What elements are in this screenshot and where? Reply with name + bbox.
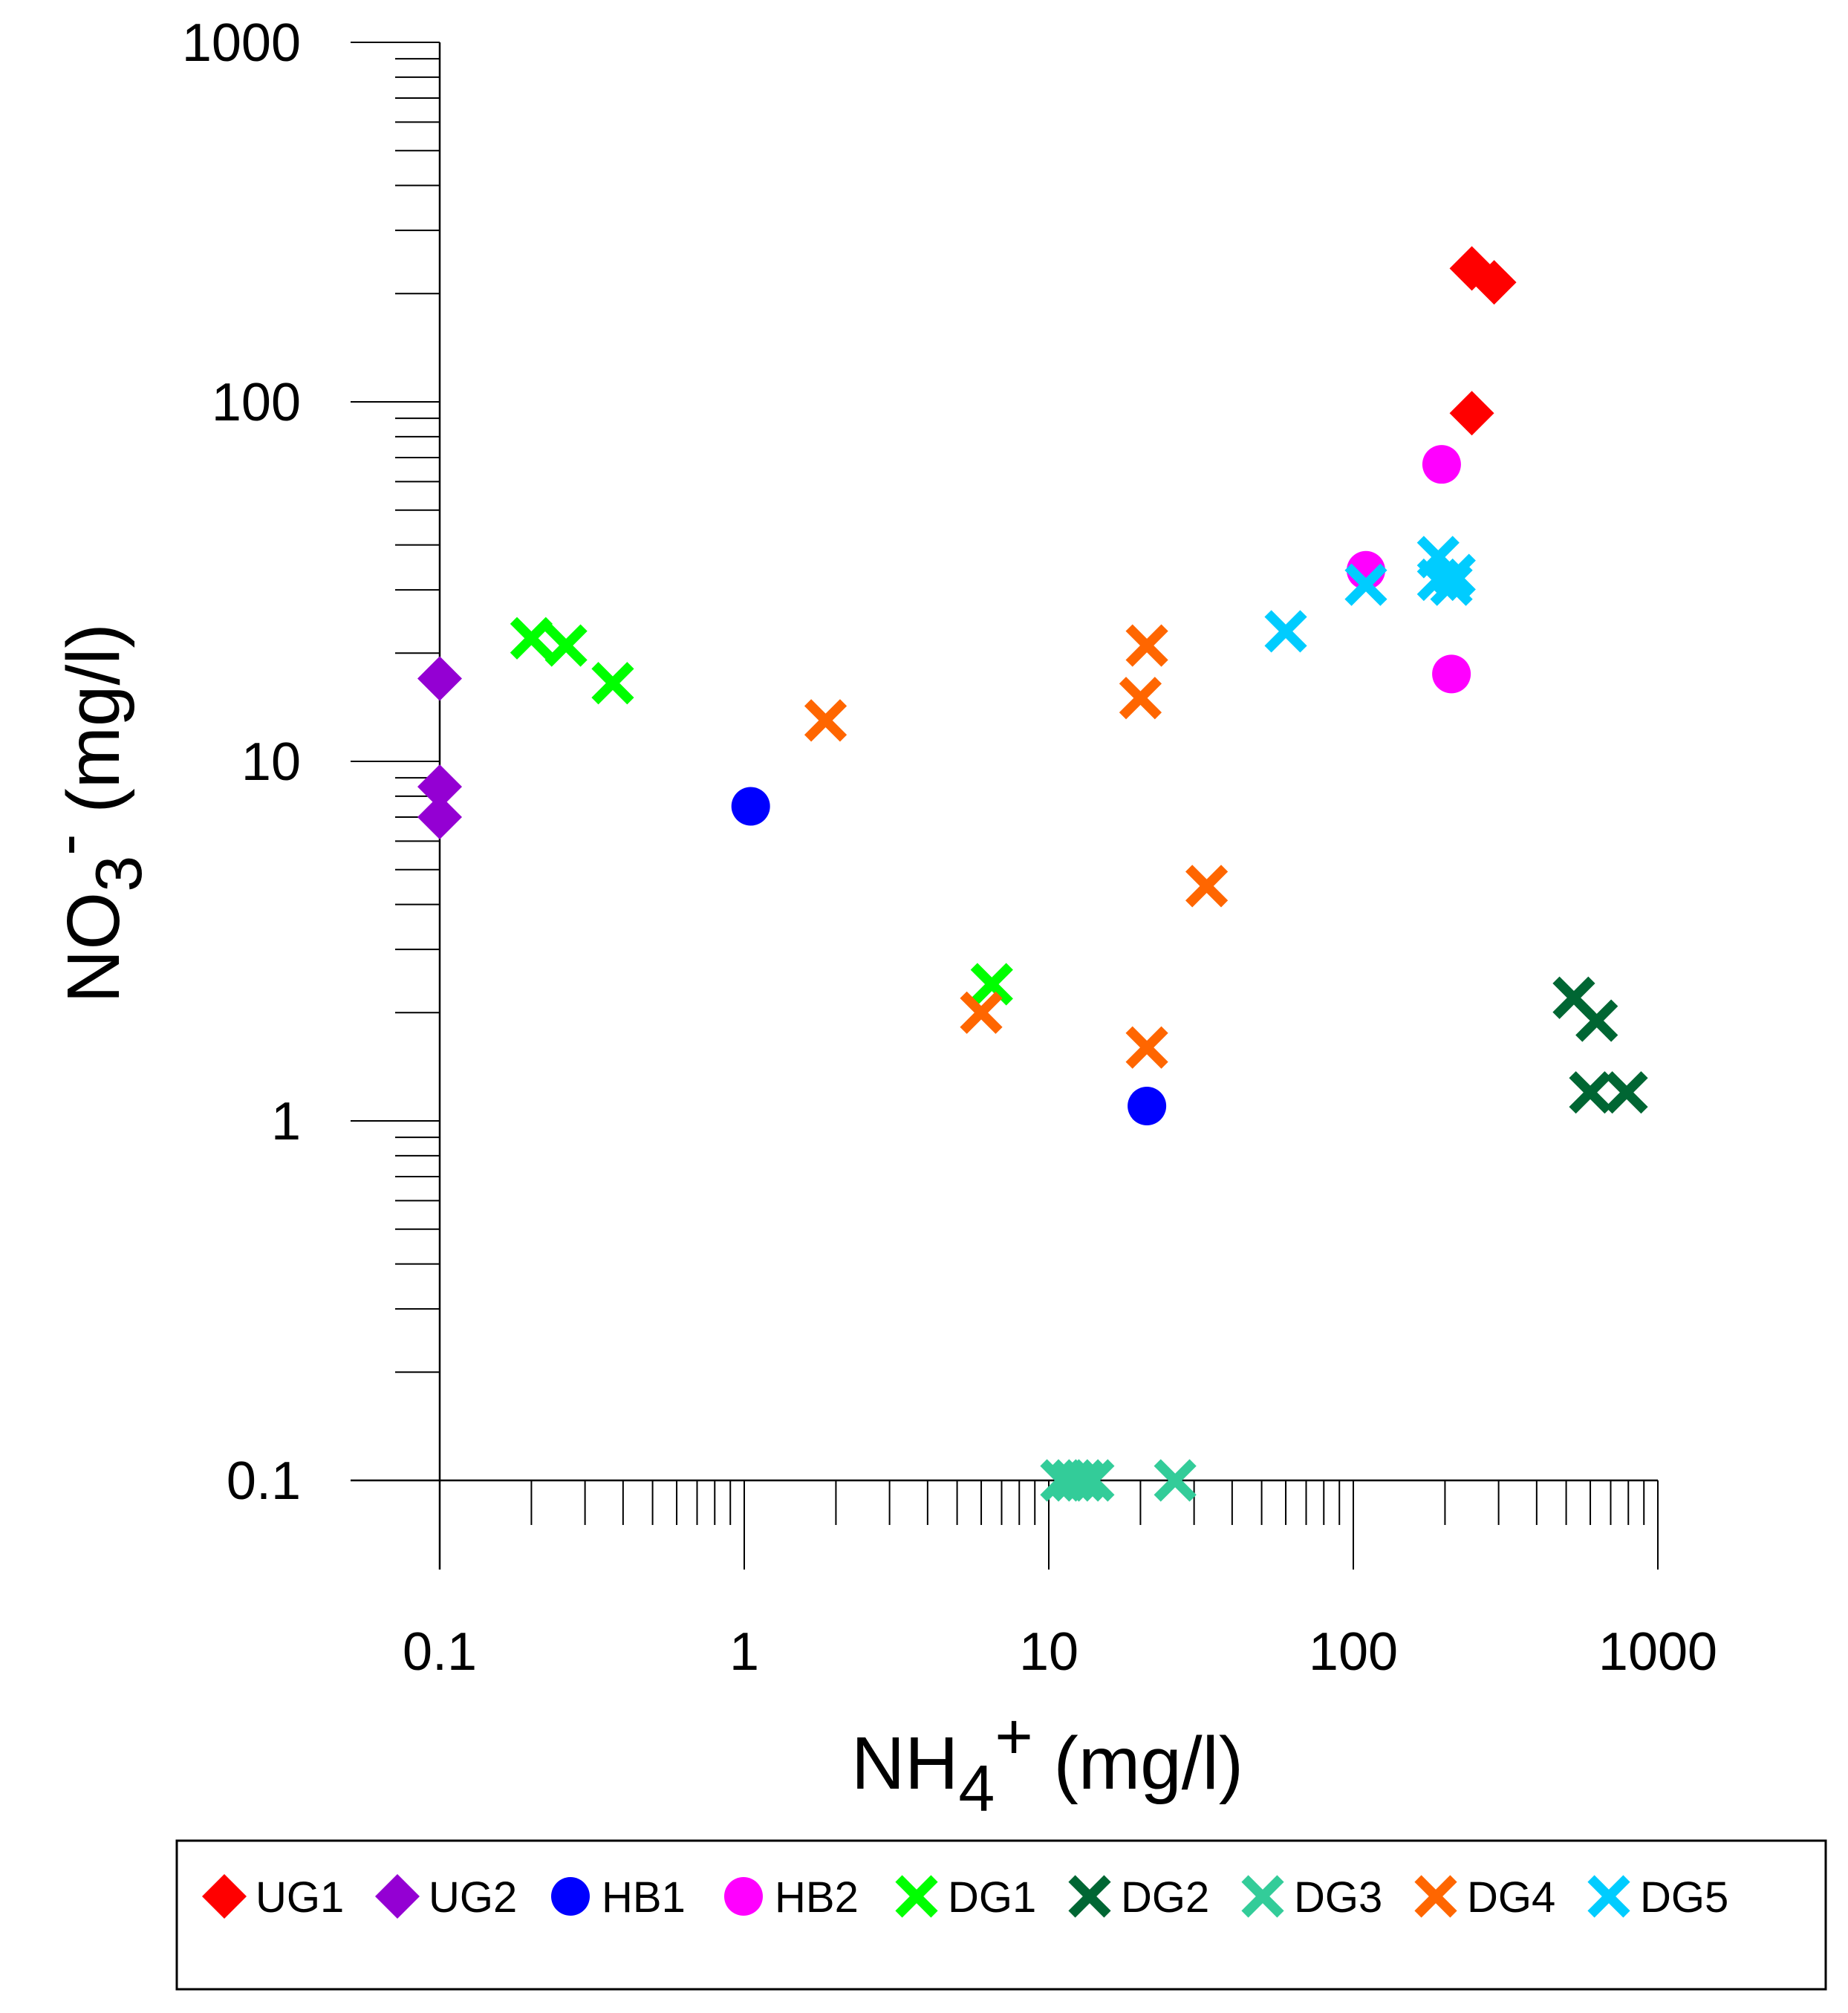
legend-marker-dg2	[1068, 1875, 1111, 1918]
data-point-dg1	[970, 963, 1013, 1006]
data-point-dg3	[1154, 1459, 1197, 1502]
y-axis-title: NO3- (mg/l)	[30, 623, 155, 1004]
data-point-hb1	[731, 787, 770, 826]
x-tick-label: 10	[1019, 1622, 1078, 1682]
x-tick-label: 1	[729, 1622, 759, 1682]
data-point-dg4	[1185, 865, 1229, 908]
legend-marker-dg2-stroke	[1068, 1875, 1111, 1918]
data-point-dg1-stroke	[970, 963, 1013, 1006]
legend-marker-hb1	[551, 1877, 590, 1916]
x-tick-label: 1000	[1598, 1622, 1717, 1682]
legend-marker-dg4-stroke	[1414, 1875, 1457, 1918]
legend-marker-dg1-stroke	[895, 1875, 938, 1918]
data-point-dg5-stroke	[1264, 610, 1307, 653]
data-point-ug2	[417, 764, 462, 810]
legend-marker-hb2	[724, 1877, 763, 1916]
legend-label-ug1: UG1	[256, 1873, 344, 1922]
data-point-dg4	[804, 699, 847, 742]
data-point-dg5-stroke	[1430, 563, 1473, 606]
data-point-dg2-stroke	[1552, 976, 1595, 1019]
data-point-ug1	[1449, 391, 1494, 436]
legend-label-dg5: DG5	[1640, 1873, 1728, 1922]
x-tick-label: 100	[1309, 1622, 1398, 1682]
series-dg3	[1040, 1459, 1197, 1502]
data-point-dg4-stroke	[1185, 865, 1229, 908]
y-tick-label: 100	[212, 373, 301, 432]
y-tick-label: 0.1	[227, 1451, 301, 1511]
data-point-dg1	[510, 617, 553, 660]
legend-marker-dg5-stroke	[1587, 1875, 1630, 1918]
data-point-dg2-stroke	[1569, 1071, 1612, 1114]
y-tick-labels: 0.1 1 10 100 1000	[182, 13, 301, 1511]
x-axis-title: NH4+ (mg/l)	[851, 1700, 1243, 1825]
axes	[351, 42, 1659, 1570]
x-tick-label: 0.1	[403, 1622, 477, 1682]
legend-label-hb1: HB1	[602, 1873, 686, 1922]
data-point-hb2	[1422, 445, 1461, 484]
legend-marker-ug1	[202, 1874, 247, 1919]
data-point-dg3-stroke	[1072, 1459, 1115, 1502]
data-point-dg4-stroke	[1119, 677, 1162, 720]
data-point-dg4	[960, 991, 1003, 1034]
data-point-dg2	[1575, 999, 1618, 1042]
data-point-dg3	[1072, 1459, 1115, 1502]
series-hb1	[731, 787, 1167, 1125]
data-point-dg4	[1125, 1026, 1168, 1069]
legend-label-hb2: HB2	[775, 1873, 859, 1922]
data-point-dg3-stroke	[1154, 1459, 1197, 1502]
data-point-dg4	[1119, 677, 1162, 720]
data-point-ug2	[417, 794, 462, 839]
legend-marker-dg4	[1414, 1875, 1457, 1918]
data-point-ug2	[417, 656, 462, 701]
data-points	[417, 246, 1648, 1502]
legend-label-dg3: DG3	[1294, 1873, 1382, 1922]
series-ug1	[1449, 246, 1517, 436]
series-dg4	[804, 624, 1229, 1069]
legend-marker-dg1	[895, 1875, 938, 1918]
data-point-dg4-stroke	[1125, 624, 1168, 667]
data-point-hb1	[1128, 1086, 1167, 1125]
data-point-dg4	[1125, 624, 1168, 667]
legend-items: UG1 UG2 HB1 HB2 DG1 DG2 DG3 DG4 DG5	[202, 1873, 1728, 1922]
y-tick-label: 1	[271, 1092, 301, 1151]
data-point-ug1	[1471, 260, 1517, 305]
legend-box	[175, 1839, 1827, 1991]
data-point-dg1	[591, 662, 634, 705]
data-point-dg5-stroke	[1344, 563, 1387, 606]
series-dg1	[510, 617, 1013, 1006]
legend-label-dg2: DG2	[1121, 1873, 1209, 1922]
series-dg2	[1552, 976, 1648, 1114]
data-point-dg1	[544, 624, 588, 667]
legend-marker-ug2	[375, 1874, 420, 1919]
data-point-dg2-stroke	[1575, 999, 1618, 1042]
series-dg5	[1264, 536, 1476, 653]
y-tick-label: 10	[241, 732, 301, 792]
legend: UG1 UG2 HB1 HB2 DG1 DG2 DG3 DG4 DG5	[175, 1839, 1827, 1991]
data-point-dg2-stroke	[1605, 1071, 1648, 1114]
data-point-dg5	[1430, 563, 1473, 606]
data-point-dg4-stroke	[1125, 1026, 1168, 1069]
data-point-dg2	[1569, 1071, 1612, 1114]
series-ug2	[417, 656, 462, 839]
data-point-hb2	[1432, 654, 1471, 694]
legend-label-dg1: DG1	[948, 1873, 1036, 1922]
legend-label-ug2: UG2	[429, 1873, 517, 1922]
data-point-dg3-stroke	[1062, 1459, 1105, 1502]
legend-marker-dg3-stroke	[1241, 1875, 1284, 1918]
data-point-dg1-stroke	[591, 662, 634, 705]
data-point-dg4-stroke	[960, 991, 1003, 1034]
data-point-dg4-stroke	[804, 699, 847, 742]
data-point-dg2	[1605, 1071, 1648, 1114]
data-point-dg5	[1344, 563, 1387, 606]
legend-label-dg4: DG4	[1467, 1873, 1555, 1922]
data-point-dg5	[1264, 610, 1307, 653]
legend-marker-dg5	[1587, 1875, 1630, 1918]
y-tick-label: 1000	[182, 13, 301, 73]
legend-marker-dg3	[1241, 1875, 1284, 1918]
data-point-dg1-stroke	[510, 617, 553, 660]
data-point-dg1-stroke	[544, 624, 588, 667]
x-tick-labels: 0.1 1 10 100 1000	[403, 1622, 1717, 1682]
data-point-dg3	[1062, 1459, 1105, 1502]
